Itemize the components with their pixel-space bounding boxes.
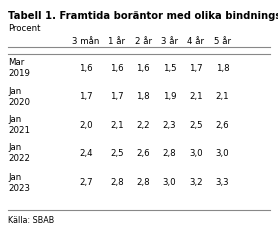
Text: 2,5: 2,5 bbox=[110, 149, 124, 158]
Text: Källa: SBAB: Källa: SBAB bbox=[8, 216, 54, 225]
Text: 2,6: 2,6 bbox=[136, 149, 150, 158]
Text: 1,6: 1,6 bbox=[79, 64, 93, 73]
Text: 2,8: 2,8 bbox=[163, 149, 177, 158]
Text: 1 år: 1 år bbox=[108, 37, 125, 46]
Text: 2,5: 2,5 bbox=[189, 121, 203, 130]
Text: 1,9: 1,9 bbox=[163, 92, 176, 101]
Text: 2,0: 2,0 bbox=[79, 121, 93, 130]
Text: 1,7: 1,7 bbox=[79, 92, 93, 101]
Text: 2,1: 2,1 bbox=[110, 121, 124, 130]
Text: 1,5: 1,5 bbox=[163, 64, 177, 73]
Text: 5 år: 5 år bbox=[214, 37, 231, 46]
Text: 2 år: 2 år bbox=[135, 37, 152, 46]
Text: Procent: Procent bbox=[8, 24, 41, 33]
Text: 1,7: 1,7 bbox=[110, 92, 124, 101]
Text: 3,2: 3,2 bbox=[189, 178, 203, 187]
Text: 1,8: 1,8 bbox=[215, 64, 229, 73]
Text: Mar
2019: Mar 2019 bbox=[8, 58, 30, 79]
Text: 2,7: 2,7 bbox=[79, 178, 93, 187]
Text: 2,1: 2,1 bbox=[189, 92, 203, 101]
Text: 1,6: 1,6 bbox=[136, 64, 150, 73]
Text: 4 år: 4 år bbox=[187, 37, 205, 46]
Text: 3,0: 3,0 bbox=[215, 149, 229, 158]
Text: 2,2: 2,2 bbox=[136, 121, 150, 130]
Text: 2,3: 2,3 bbox=[163, 121, 177, 130]
Text: 3,3: 3,3 bbox=[215, 178, 229, 187]
Text: 2,8: 2,8 bbox=[136, 178, 150, 187]
Text: 2,4: 2,4 bbox=[79, 149, 93, 158]
Text: 1,7: 1,7 bbox=[189, 64, 203, 73]
Text: 3,0: 3,0 bbox=[163, 178, 177, 187]
Text: 3 mån: 3 mån bbox=[73, 37, 100, 46]
Text: 1,6: 1,6 bbox=[110, 64, 124, 73]
Text: Jan
2021: Jan 2021 bbox=[8, 115, 30, 135]
Text: 1,8: 1,8 bbox=[136, 92, 150, 101]
Text: 3,0: 3,0 bbox=[189, 149, 203, 158]
Text: Jan
2023: Jan 2023 bbox=[8, 173, 30, 193]
Text: Tabell 1. Framtida boräntor med olika bindningstid: Tabell 1. Framtida boräntor med olika bi… bbox=[8, 11, 278, 21]
Text: 2,8: 2,8 bbox=[110, 178, 124, 187]
Text: 2,6: 2,6 bbox=[215, 121, 229, 130]
Text: Jan
2020: Jan 2020 bbox=[8, 87, 30, 107]
Text: 2,1: 2,1 bbox=[215, 92, 229, 101]
Text: Jan
2022: Jan 2022 bbox=[8, 143, 30, 164]
Text: 3 år: 3 år bbox=[161, 37, 178, 46]
